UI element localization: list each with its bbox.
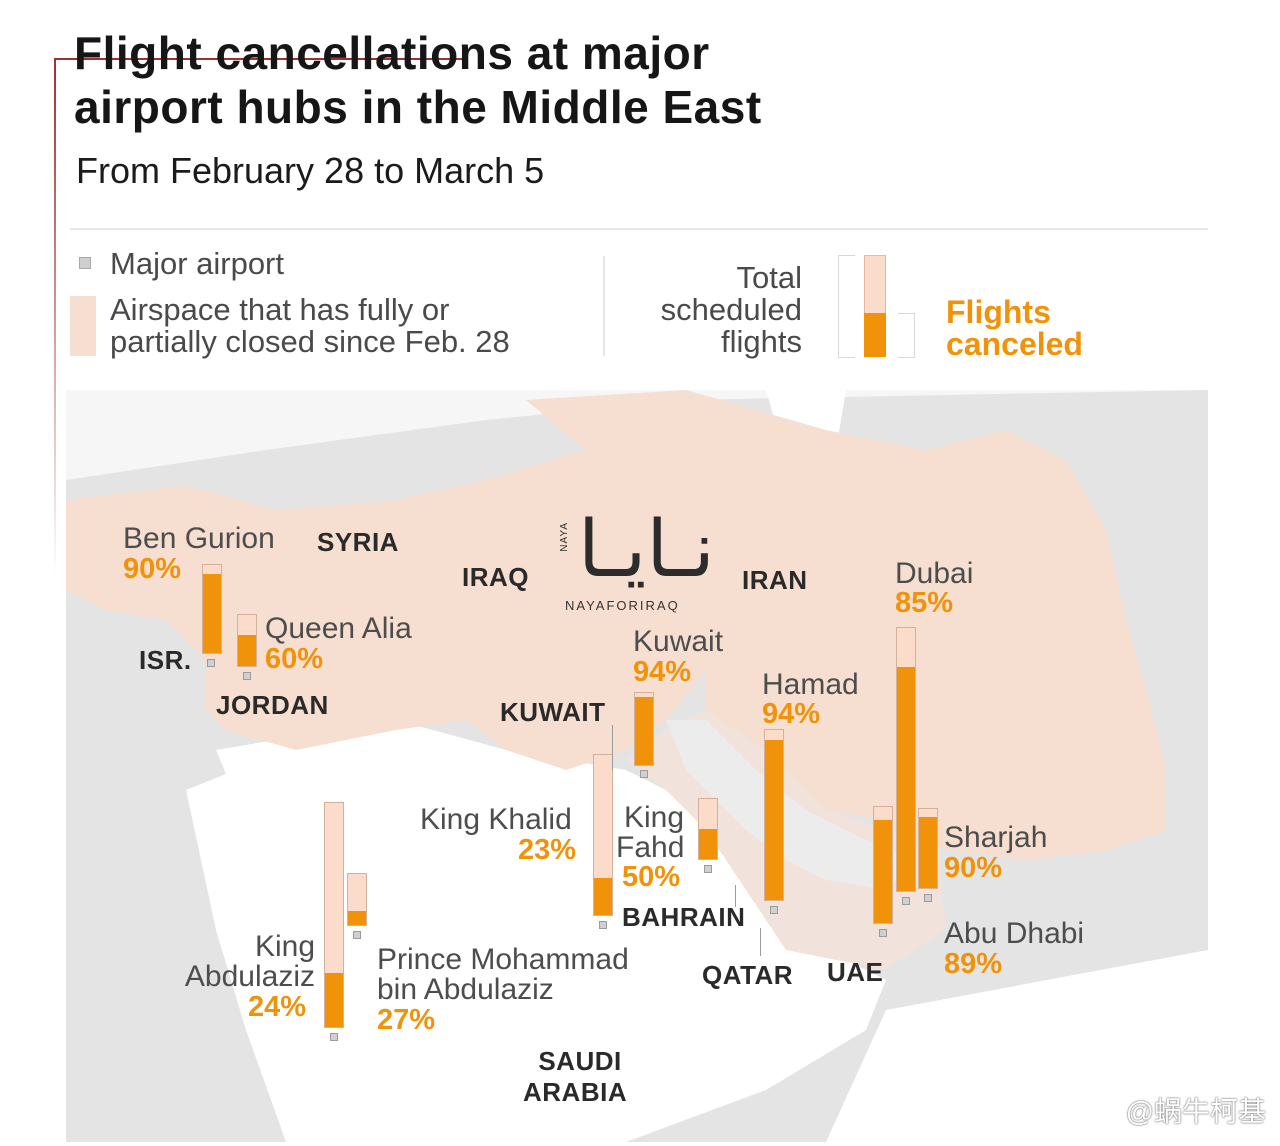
legend-major-airport: Major airport bbox=[110, 246, 284, 281]
canceled-fill bbox=[238, 635, 256, 666]
airport-pct-ben-gurion: 90% bbox=[123, 553, 182, 585]
arabian-sea bbox=[826, 950, 1208, 1142]
airport-marker-kuwait bbox=[640, 770, 648, 778]
bar-prince-mohammad bbox=[347, 873, 367, 926]
closed-airspace-iraq bbox=[466, 450, 706, 770]
canceled-fill bbox=[348, 911, 366, 925]
airport-pct-king-abdulaziz: 24% bbox=[248, 991, 307, 1023]
legend-total-scheduled: Total scheduled flights bbox=[660, 260, 802, 359]
watermark-handle: NAYAFORIRAQ bbox=[565, 598, 680, 613]
airport-pct-hamad: 94% bbox=[762, 698, 821, 730]
map-shapes bbox=[66, 390, 1208, 1142]
bar-queen-alia bbox=[237, 614, 257, 667]
bar-sharjah bbox=[918, 808, 938, 889]
country-label-uae: UAE bbox=[827, 957, 884, 987]
airport-pct-abu-dhabi: 89% bbox=[944, 948, 1003, 980]
airport-pct-kuwait: 94% bbox=[633, 656, 692, 688]
persian-gulf bbox=[666, 720, 916, 890]
leader-line-bahrain bbox=[735, 885, 736, 907]
map-area bbox=[66, 390, 1208, 1142]
airport-marker-hamad bbox=[770, 906, 778, 914]
airport-marker-sharjah bbox=[924, 894, 932, 902]
page-subtitle: From February 28 to March 5 bbox=[76, 150, 545, 191]
bar-dubai bbox=[896, 627, 916, 892]
closed-airspace-levant bbox=[66, 480, 536, 750]
country-label-saudi-arabia: SAUDI ARABIA bbox=[523, 1046, 628, 1107]
airport-marker-king-fahd bbox=[704, 865, 712, 873]
canceled-fill bbox=[765, 740, 783, 900]
bar-ben-gurion bbox=[202, 564, 222, 654]
canceled-fill bbox=[325, 973, 343, 1027]
airport-pct-sharjah: 90% bbox=[944, 852, 1003, 884]
bar-king-khalid bbox=[593, 754, 613, 916]
country-label-iran: IRAN bbox=[742, 565, 808, 595]
airport-marker-abu-dhabi bbox=[879, 929, 887, 937]
bar-kuwait bbox=[634, 692, 654, 766]
country-label-bahrain: BAHRAIN bbox=[622, 902, 746, 932]
airport-pct-queen-alia: 60% bbox=[265, 643, 324, 675]
airport-pct-dubai: 85% bbox=[895, 587, 954, 619]
airport-marker-king-abdulaziz bbox=[330, 1033, 338, 1041]
canceled-fill bbox=[699, 829, 717, 859]
bar-hamad bbox=[764, 729, 784, 901]
bar-king-abdulaziz bbox=[324, 802, 344, 1028]
accent-rule bbox=[54, 58, 464, 60]
country-label-jordan: JORDAN bbox=[216, 690, 329, 720]
country-label-syria: SYRIA bbox=[317, 527, 399, 557]
closed-airspace-swatch bbox=[70, 296, 96, 356]
country-label-kuwait: KUWAIT bbox=[500, 697, 606, 727]
bar-abu-dhabi bbox=[873, 806, 893, 924]
leader-line-qatar bbox=[760, 928, 761, 956]
airport-name-queen-alia: Queen Alia bbox=[265, 612, 412, 645]
canceled-fill bbox=[874, 819, 892, 923]
airport-name-ben-gurion: Ben Gurion bbox=[123, 522, 275, 555]
canceled-fill bbox=[594, 878, 612, 915]
legend-canceled-bar bbox=[864, 313, 886, 357]
leader-line-kuwait bbox=[612, 725, 613, 770]
major-airport-marker-icon bbox=[79, 257, 91, 269]
airport-marker-king-khalid bbox=[599, 921, 607, 929]
airport-pct-prince-mohammad: 27% bbox=[377, 1004, 436, 1036]
airport-pct-king-fahd: 50% bbox=[622, 861, 681, 893]
airport-marker-dubai bbox=[902, 897, 910, 905]
airport-name-sharjah: Sharjah bbox=[944, 821, 1048, 854]
bar-king-fahd bbox=[698, 798, 718, 860]
legend-bracket-left bbox=[838, 255, 855, 358]
legend-separator bbox=[603, 256, 605, 356]
legend-bracket-right bbox=[898, 313, 915, 358]
airport-name-kuwait: Kuwait bbox=[633, 625, 724, 658]
footer-watermark: @蜗牛柯基 bbox=[1125, 1096, 1266, 1127]
page-title: Flight cancellations at major airport hu… bbox=[74, 27, 762, 133]
airport-name-hamad: Hamad bbox=[762, 668, 859, 701]
canceled-fill bbox=[919, 816, 937, 888]
airport-marker-ben-gurion bbox=[207, 659, 215, 667]
canceled-fill bbox=[897, 667, 915, 891]
airport-name-dubai: Dubai bbox=[895, 557, 974, 590]
airport-name-abu-dhabi: Abu Dhabi bbox=[944, 917, 1085, 950]
country-label-iraq: IRAQ bbox=[462, 562, 529, 592]
airport-pct-king-khalid: 23% bbox=[518, 834, 577, 866]
airport-name-king-abdulaziz: King Abdulaziz bbox=[184, 930, 315, 993]
airport-name-king-khalid: King Khalid bbox=[420, 803, 572, 836]
country-label-israel: ISR. bbox=[139, 645, 192, 675]
airport-name-king-fahd: King Fahd bbox=[616, 801, 685, 864]
legend-airspace: Airspace that has fully or partially clos… bbox=[110, 292, 510, 359]
legend-flights-canceled: Flights canceled bbox=[946, 294, 1083, 362]
airport-name-prince-mohammad: Prince Mohammad bin Abdulaziz bbox=[377, 943, 629, 1006]
closed-airspace-iran bbox=[526, 390, 1166, 860]
accent-rule-vertical bbox=[54, 58, 56, 578]
red-sea bbox=[186, 770, 366, 1142]
airport-marker-queen-alia bbox=[243, 672, 251, 680]
country-label-qatar: QATAR bbox=[702, 960, 794, 990]
saudi-land bbox=[216, 720, 886, 1142]
airport-marker-prince-mohammad bbox=[353, 931, 361, 939]
canceled-fill bbox=[635, 697, 653, 765]
watermark-logo: نـايـا bbox=[578, 505, 715, 595]
watermark-vertical: NAYA bbox=[559, 522, 570, 552]
divider bbox=[70, 228, 1208, 230]
canceled-fill bbox=[203, 573, 221, 653]
